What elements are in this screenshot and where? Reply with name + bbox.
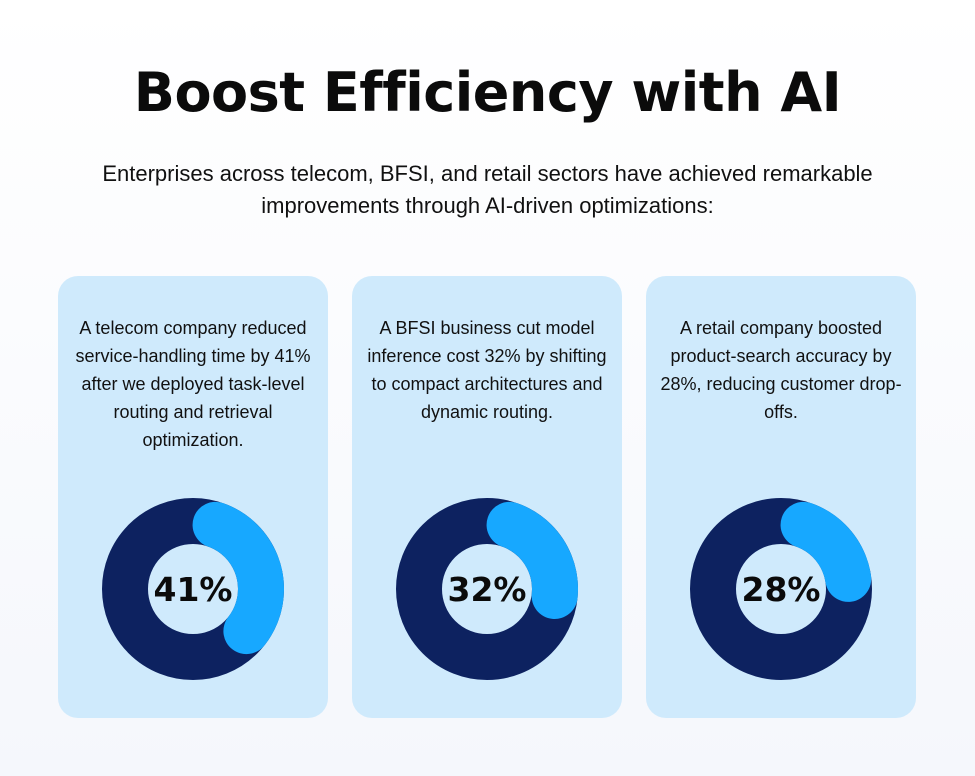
donut-value-arc	[102, 498, 284, 680]
donut-chart-telecom: 41%	[102, 498, 284, 680]
donut-percent-label: 41%	[154, 570, 233, 609]
donut-value-arc	[690, 498, 872, 680]
card-description: A retail company boosted product-search …	[660, 318, 902, 422]
page-subtitle: Enterprises across telecom, BFSI, and re…	[102, 161, 873, 218]
donut-svg: 32%	[396, 498, 578, 680]
donut-value-arc	[396, 498, 578, 680]
stat-card-retail: A retail company boosted product-search …	[646, 276, 916, 718]
donut-svg: 28%	[690, 498, 872, 680]
donut-percent-label: 32%	[448, 570, 527, 609]
donut-svg: 41%	[102, 498, 284, 680]
card-description: A BFSI business cut model inference cost…	[367, 318, 607, 422]
donut-percent-label: 28%	[742, 570, 821, 609]
card-description: A telecom company reduced service-handli…	[75, 318, 311, 450]
stat-card-telecom: A telecom company reduced service-handli…	[58, 276, 328, 718]
page-title: Boost Efficiency with AI	[133, 61, 842, 124]
donut-chart-retail: 28%	[690, 498, 872, 680]
stat-card-bfsi: A BFSI business cut model inference cost…	[352, 276, 622, 718]
donut-chart-bfsi: 32%	[396, 498, 578, 680]
